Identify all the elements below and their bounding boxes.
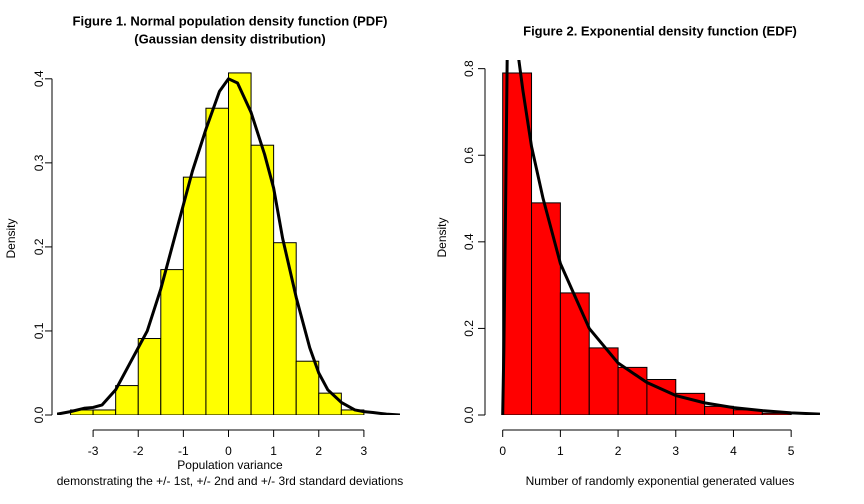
x-tick-label: 0 — [499, 444, 506, 458]
histogram-bar — [115, 385, 139, 415]
histogram-bar — [318, 392, 342, 415]
histogram-bar — [160, 269, 184, 415]
y-axis-label: Density — [435, 217, 449, 257]
x-axis-label: Number of randomly exponential generated… — [526, 474, 795, 488]
y-tick-label: 0.4 — [462, 233, 476, 250]
x-tick-label: 1 — [557, 444, 564, 458]
histogram-bar — [205, 107, 229, 415]
y-tick-label: 0.1 — [32, 322, 46, 339]
histogram-bar — [559, 292, 590, 415]
x-tick-label: 4 — [730, 444, 737, 458]
plot-area — [501, 60, 820, 415]
x-tick-label: 3 — [672, 444, 679, 458]
x-tick-label: -2 — [133, 444, 144, 458]
x-tick-label: 3 — [361, 444, 368, 458]
x-axis-label: Population variance — [177, 458, 283, 472]
x-tick-label: -1 — [178, 444, 189, 458]
x-tick-label: 1 — [270, 444, 277, 458]
y-tick-label: 0.0 — [462, 406, 476, 423]
x-tick-label: 2 — [615, 444, 622, 458]
y-tick-label: 0.3 — [32, 154, 46, 171]
x-tick-label: 5 — [788, 444, 795, 458]
plot-area — [57, 72, 400, 415]
x-tick-label: 2 — [315, 444, 322, 458]
histogram-bar — [273, 242, 297, 415]
density-line — [501, 60, 820, 415]
y-tick-label: 0.0 — [32, 406, 46, 423]
chart-title: Figure 1. Normal population density func… — [73, 13, 388, 28]
x-tick-label: -3 — [88, 444, 99, 458]
y-tick-label: 0.8 — [462, 60, 476, 77]
y-axis-label: Density — [4, 218, 18, 258]
histogram-bar — [228, 72, 252, 415]
chart-title: (Gaussian density distribution) — [134, 31, 325, 46]
histogram-bar — [295, 360, 320, 415]
histogram-bar — [531, 202, 561, 415]
y-tick-label: 0.2 — [32, 238, 46, 255]
chart-title: Figure 2. Exponential density function (… — [523, 23, 797, 38]
y-tick-label: 0.6 — [462, 147, 476, 164]
x-axis-label: demonstrating the +/- 1st, +/- 2nd and +… — [57, 474, 404, 488]
histogram-bar — [182, 176, 207, 415]
histogram-bar — [250, 144, 275, 415]
density-line — [57, 77, 400, 415]
histogram-bar — [92, 409, 117, 415]
y-tick-label: 0.4 — [32, 70, 46, 87]
x-tick-label: 0 — [225, 444, 232, 458]
histogram-bar — [137, 338, 162, 415]
y-tick-label: 0.2 — [462, 320, 476, 337]
